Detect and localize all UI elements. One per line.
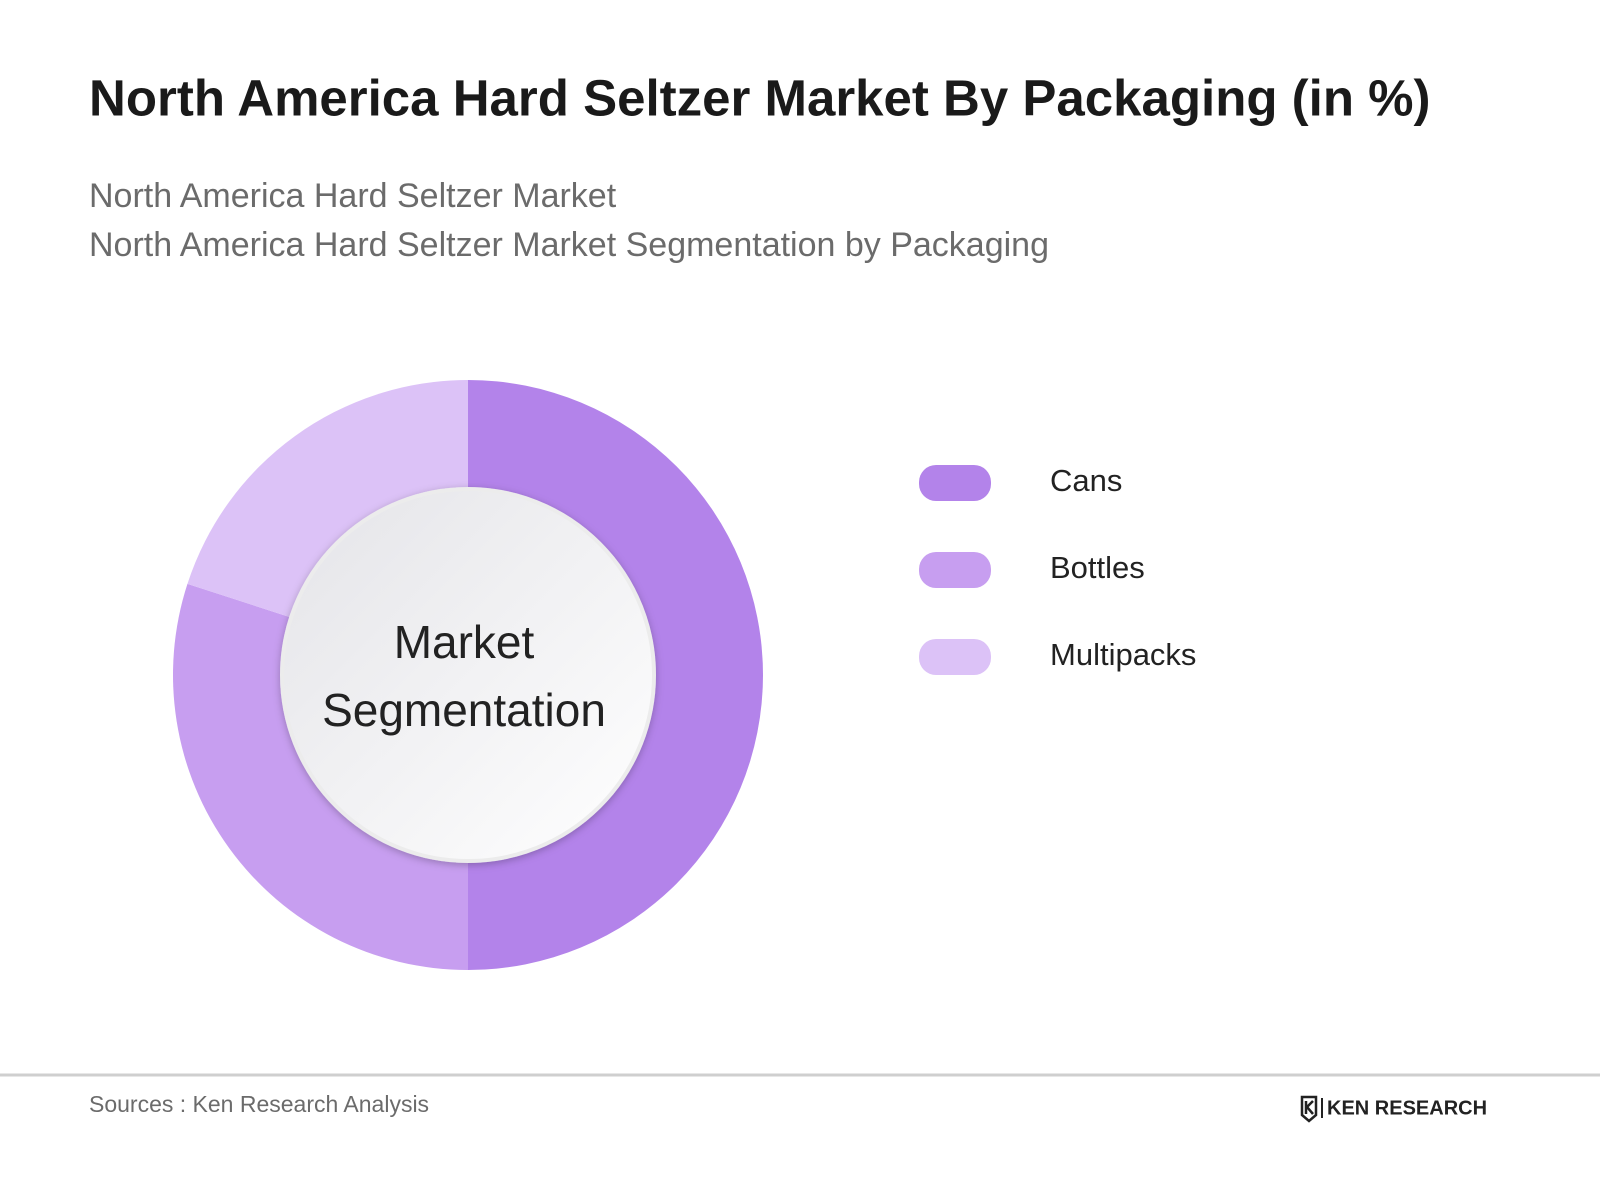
subtitle: North America Hard Seltzer Market Segmen… [89, 226, 1049, 264]
center-label: Segmentation [322, 684, 606, 736]
chart-title: North America Hard Seltzer Market By Pac… [89, 69, 1431, 126]
legend-label: Multipacks [1050, 637, 1196, 672]
donut-hub [280, 487, 656, 863]
legend-swatch [919, 639, 991, 675]
brand: KEN RESEARCH [1327, 1097, 1487, 1119]
legend-swatch [919, 552, 991, 588]
legend-label: Bottles [1050, 550, 1145, 585]
source: Sources : Ken Research Analysis [89, 1091, 429, 1117]
subtitle: North America Hard Seltzer Market [89, 177, 617, 215]
brand-logo [1300, 1095, 1323, 1123]
center-label: Market [394, 616, 535, 668]
legend-label: Cans [1050, 463, 1122, 498]
legend-swatch [919, 465, 991, 501]
legend: Cans Bottles Multipacks [919, 463, 1196, 675]
